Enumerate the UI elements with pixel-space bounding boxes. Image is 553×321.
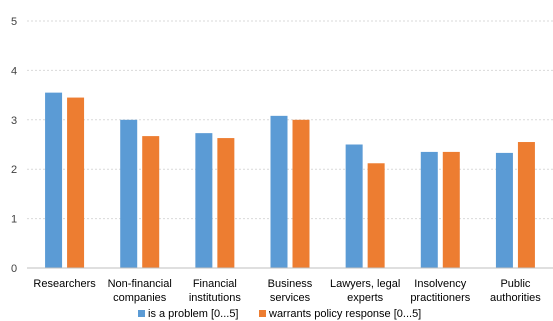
y-tick-label: 1 bbox=[11, 214, 17, 226]
bar-is-a-problem bbox=[270, 115, 288, 269]
x-category-label: services bbox=[270, 292, 311, 304]
bar-is-a-problem bbox=[45, 92, 63, 268]
bar-is-a-problem bbox=[120, 119, 138, 268]
bar-is-a-problem bbox=[420, 151, 438, 268]
x-axis-categories: Researchers Non-financial companies Financi… bbox=[33, 278, 541, 304]
bar-warrants-policy-response bbox=[217, 138, 235, 268]
legend-label: is a problem [0...5] bbox=[148, 308, 239, 320]
y-tick-label: 3 bbox=[11, 115, 17, 127]
x-category-label: companies bbox=[113, 292, 167, 304]
legend-swatch bbox=[259, 310, 266, 317]
gridlines bbox=[27, 20, 553, 220]
bar-warrants-policy-response bbox=[292, 119, 310, 268]
bar-warrants-policy-response bbox=[142, 136, 160, 268]
x-category-label: Researchers bbox=[33, 278, 96, 290]
bar-warrants-policy-response bbox=[442, 151, 460, 268]
x-category-label: experts bbox=[347, 292, 384, 304]
legend-swatch bbox=[138, 310, 145, 317]
x-category-label: Lawyers, legal bbox=[330, 278, 400, 290]
bar-warrants-policy-response bbox=[67, 97, 85, 268]
x-category-label: Business bbox=[268, 278, 313, 290]
x-category-label: Financial bbox=[193, 278, 237, 290]
bar-warrants-policy-response bbox=[367, 163, 385, 268]
x-category-label: institutions bbox=[189, 292, 241, 304]
bar-is-a-problem bbox=[345, 144, 363, 268]
legend: is a problem [0...5] warrants policy resp… bbox=[138, 308, 421, 320]
x-category-label: Public bbox=[500, 278, 530, 290]
x-category-label: Non-financial bbox=[108, 278, 172, 290]
x-category-label: Insolvency bbox=[414, 278, 466, 290]
y-tick-label: 0 bbox=[11, 263, 17, 275]
y-tick-label: 2 bbox=[11, 164, 17, 176]
bar-is-a-problem bbox=[195, 133, 213, 268]
bars bbox=[45, 92, 535, 269]
bar-is-a-problem bbox=[495, 152, 513, 268]
legend-label: warrants policy response [0...5] bbox=[268, 308, 421, 320]
x-category-label: authorities bbox=[490, 292, 541, 304]
y-tick-label: 4 bbox=[11, 65, 17, 77]
y-axis-ticks: 0 1 2 3 4 5 bbox=[11, 16, 17, 275]
bar-warrants-policy-response bbox=[517, 142, 535, 268]
y-tick-label: 5 bbox=[11, 16, 17, 28]
x-category-label: practitioners bbox=[410, 292, 470, 304]
